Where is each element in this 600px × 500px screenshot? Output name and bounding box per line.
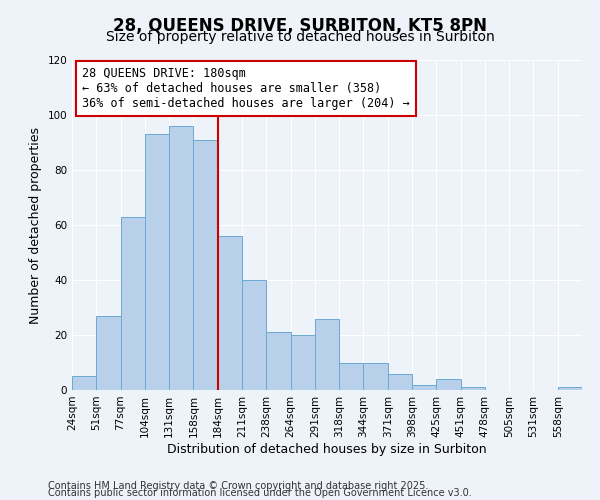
Bar	[145, 134, 169, 390]
Bar	[412, 384, 436, 390]
Bar	[169, 126, 193, 390]
Bar	[242, 280, 266, 390]
Bar	[218, 236, 242, 390]
Y-axis label: Number of detached properties: Number of detached properties	[29, 126, 42, 324]
Text: Size of property relative to detached houses in Surbiton: Size of property relative to detached ho…	[106, 30, 494, 44]
X-axis label: Distribution of detached houses by size in Surbiton: Distribution of detached houses by size …	[167, 442, 487, 456]
Bar	[266, 332, 290, 390]
Bar	[193, 140, 218, 390]
Bar	[339, 362, 364, 390]
Bar	[558, 387, 582, 390]
Bar	[461, 387, 485, 390]
Bar	[290, 335, 315, 390]
Text: 28, QUEENS DRIVE, SURBITON, KT5 8PN: 28, QUEENS DRIVE, SURBITON, KT5 8PN	[113, 18, 487, 36]
Text: Contains HM Land Registry data © Crown copyright and database right 2025.: Contains HM Land Registry data © Crown c…	[48, 481, 428, 491]
Bar	[388, 374, 412, 390]
Bar	[96, 316, 121, 390]
Bar	[315, 318, 339, 390]
Text: 28 QUEENS DRIVE: 180sqm
← 63% of detached houses are smaller (358)
36% of semi-d: 28 QUEENS DRIVE: 180sqm ← 63% of detache…	[82, 66, 410, 110]
Bar	[72, 376, 96, 390]
Bar	[364, 362, 388, 390]
Text: Contains public sector information licensed under the Open Government Licence v3: Contains public sector information licen…	[48, 488, 472, 498]
Bar	[436, 379, 461, 390]
Bar	[121, 217, 145, 390]
